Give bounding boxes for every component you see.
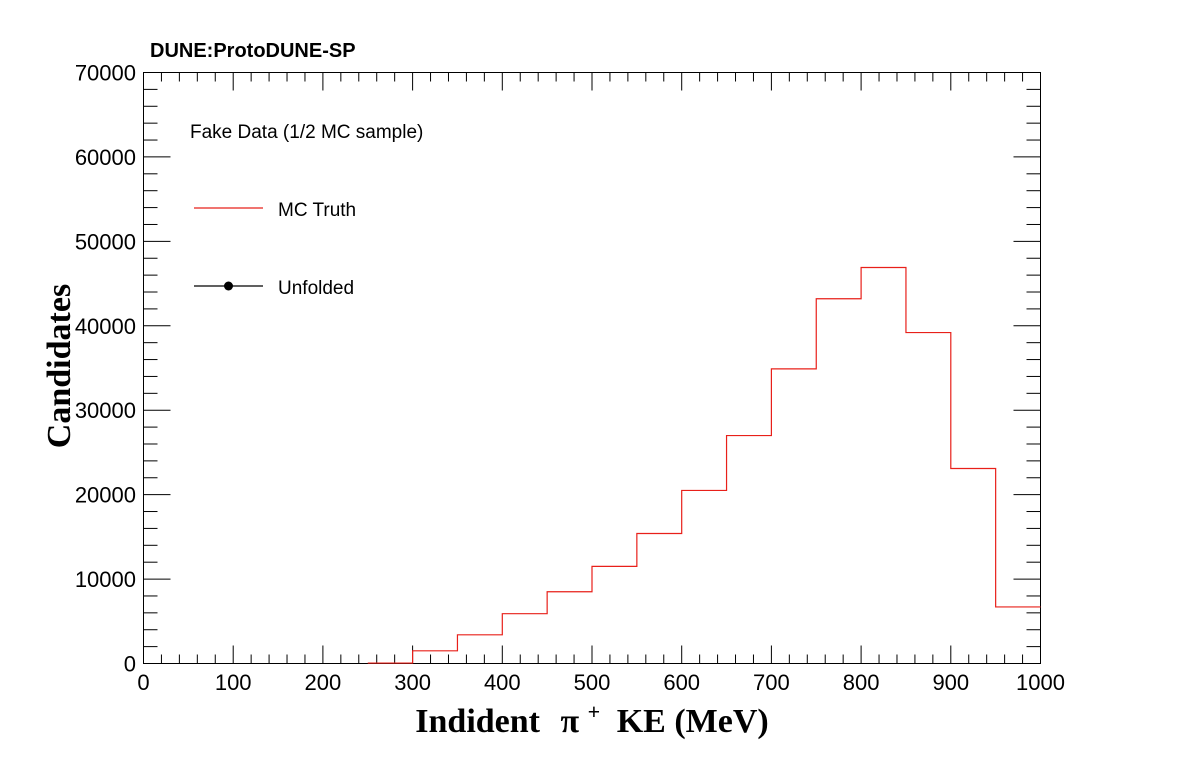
y-tick-label: 70000 [75,61,136,86]
x-tick-label: 900 [932,670,969,695]
x-tick-label: 400 [484,670,521,695]
x-axis-title-main: Indident [415,703,540,740]
axis-ticks [143,72,1041,664]
y-tick-label: 50000 [75,229,136,254]
x-tick-label: 300 [394,670,431,695]
x-tick-labels: 0 100 200 300 400 500 600 700 800 900 1000 [137,670,1065,695]
y-tick-label: 40000 [75,314,136,339]
x-tick-label: 100 [215,670,252,695]
y-tick-label: 20000 [75,483,136,508]
x-tick-label: 1000 [1016,670,1065,695]
x-axis-title: Indident π + KE (MeV) [415,690,768,740]
legend-unfolded-label: Unfolded [278,278,354,299]
y-tick-label: 0 [124,652,136,677]
x-tick-label: 700 [753,670,790,695]
x-axis-title-symbol: π [561,703,580,740]
mc-truth-histogram [367,266,1041,664]
x-tick-label: 0 [137,670,149,695]
y-tick-label: 30000 [75,398,136,423]
x-tick-label: 600 [663,670,700,695]
legend-unfolded-marker [224,281,233,291]
x-axis-title-sup: + [588,699,601,724]
legend-title: Fake Data (1/2 MC sample) [190,122,423,143]
legend-mc-truth-label: MC Truth [278,200,356,221]
y-tick-label: 60000 [75,145,136,170]
x-tick-label: 200 [305,670,342,695]
x-tick-label: 500 [574,670,611,695]
y-tick-labels: 0 10000 20000 30000 40000 50000 60000 70000 [75,61,136,677]
y-axis-title: Candidates [41,284,78,448]
x-axis-title-rest: KE (MeV) [617,703,769,740]
experiment-label: DUNE:ProtoDUNE-SP [150,40,356,62]
x-tick-label: 800 [843,670,880,695]
y-tick-label: 10000 [75,567,136,592]
